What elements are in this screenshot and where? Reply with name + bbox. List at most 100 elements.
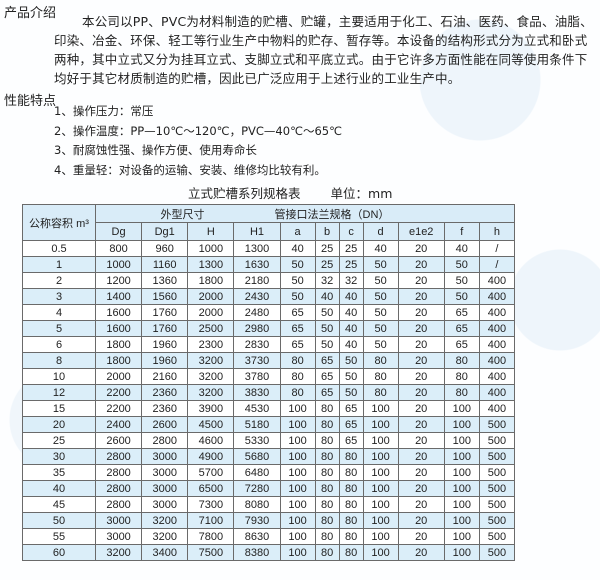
value-cell: 400	[478, 384, 516, 401]
value-cell: 50	[443, 256, 480, 273]
value-cell: 2980	[233, 320, 281, 337]
value-cell: 40	[338, 304, 364, 321]
capacity-cell: 1	[22, 256, 96, 273]
value-cell: 65	[443, 304, 480, 321]
capacity-cell: 25	[22, 432, 96, 449]
value-cell: 65	[279, 336, 316, 353]
table-row: 45 2800 3000 7300 8080 100 80 80 100 20 100 500	[22, 496, 516, 513]
value-cell: 100	[362, 416, 399, 433]
value-cell: 32	[338, 272, 364, 289]
value-cell: 20	[397, 528, 445, 545]
value-cell: 3000	[141, 448, 189, 465]
capacity-cell: 15	[22, 400, 96, 417]
value-cell: 20	[397, 368, 445, 385]
value-cell: 2800	[94, 448, 143, 465]
value-cell: 7280	[233, 480, 281, 497]
value-cell: 20	[397, 256, 445, 273]
value-cell: 2600	[141, 416, 189, 433]
table-row: 3 1400 1560 2000 2430 50 40 40 50 20 50 400	[22, 288, 516, 305]
features-list: 1、操作压力：常压 2、操作温度：PP—10℃～120℃，PVC—40℃～65℃…	[54, 102, 342, 180]
value-cell: 3730	[233, 352, 281, 369]
intro-heading: 产品介绍	[4, 6, 57, 21]
value-cell: 65	[338, 416, 364, 433]
value-cell: 5330	[233, 432, 281, 449]
value-cell: 400	[478, 304, 516, 321]
value-cell: 80	[314, 400, 340, 417]
value-cell: 80	[362, 368, 399, 385]
value-cell: 100	[362, 544, 399, 561]
value-cell: 20	[397, 320, 445, 337]
value-cell: 2430	[233, 288, 281, 305]
table-row: 6 1800 1960 2300 2830 65 50 40 50 20 65 400	[22, 336, 516, 353]
value-cell: 80	[314, 512, 340, 529]
capacity-cell: 5	[22, 320, 96, 337]
value-cell: 3400	[141, 544, 189, 561]
value-cell: 8380	[233, 544, 281, 561]
value-cell: 100	[443, 544, 480, 561]
value-cell: 80	[314, 544, 340, 561]
table-row: 12 2200 2360 3200 3830 80 65 50 80 20 80 400	[22, 384, 516, 401]
value-cell: 1960	[141, 336, 189, 353]
value-cell: 2160	[141, 368, 189, 385]
capacity-cell: 45	[22, 496, 96, 513]
value-cell: 960	[141, 240, 189, 257]
value-cell: 4500	[187, 416, 235, 433]
spec-table: 公称容积 m³ 外型尺寸 管接口法兰规格（DN） Dg Dg1 H H1 a b c d e1e2…	[22, 204, 516, 561]
capacity-cell: 30	[22, 448, 96, 465]
value-cell: 2480	[233, 304, 281, 321]
value-cell: 25	[314, 256, 340, 273]
value-cell: 100	[279, 480, 316, 497]
value-cell: 80	[338, 480, 364, 497]
table-row: 2 1200 1360 1800 2180 50 32 32 50 20 50 400	[22, 272, 516, 289]
value-cell: 2800	[94, 464, 143, 481]
value-cell: 50	[279, 288, 316, 305]
value-cell: 80	[338, 496, 364, 513]
value-cell: 500	[478, 464, 516, 481]
value-cell: 400	[478, 272, 516, 289]
value-cell: 20	[397, 432, 445, 449]
value-cell: 80	[314, 480, 340, 497]
value-cell: 100	[279, 544, 316, 561]
value-cell: 100	[362, 512, 399, 529]
value-cell: 3200	[187, 384, 235, 401]
value-cell: 65	[443, 320, 480, 337]
value-cell: 25	[314, 240, 340, 257]
value-cell: 800	[94, 240, 143, 257]
value-cell: 50	[279, 256, 316, 273]
table-row: 50 3000 3200 7100 7930 100 80 80 100 20 100 500	[22, 512, 516, 529]
value-cell: 100	[443, 480, 480, 497]
value-cell: 1300	[187, 256, 235, 273]
feature-item: 4、重量轻：对设备的运输、安装、维修均比较有利。	[54, 162, 326, 177]
table-row: 15 2200 2360 3900 4530 100 80 65 100 20 100 400	[22, 400, 516, 417]
value-cell: 1600	[94, 304, 143, 321]
value-cell: 500	[478, 528, 516, 545]
value-cell: 100	[362, 400, 399, 417]
value-cell: 20	[397, 480, 445, 497]
value-cell: 50	[279, 272, 316, 289]
table-row: 35 2800 3000 5700 6480 100 80 80 100 20 100 500	[22, 464, 516, 481]
value-cell: 50	[362, 304, 399, 321]
table-row: 1 1000 1160 1300 1630 50 25 25 50 20 50/	[22, 256, 516, 273]
value-cell: 40	[338, 320, 364, 337]
value-cell: 80	[279, 384, 316, 401]
value-cell: 100	[279, 432, 316, 449]
feature-item: 2、操作温度：PP—10℃～120℃，PVC—40℃～65℃	[54, 123, 343, 138]
value-cell: 6480	[233, 464, 281, 481]
value-cell: 20	[397, 288, 445, 305]
value-cell: 20	[397, 464, 445, 481]
value-cell: 50	[362, 320, 399, 337]
value-cell: 500	[478, 496, 516, 513]
value-cell: 65	[443, 336, 480, 353]
value-cell: 400	[478, 352, 516, 369]
value-cell: 100	[279, 416, 316, 433]
table-row: 40 2800 3000 6500 7280 100 80 80 100 20 100 500	[22, 480, 516, 497]
value-cell: 50	[362, 288, 399, 305]
value-cell: 50	[338, 384, 364, 401]
value-cell: 2180	[233, 272, 281, 289]
value-cell: 65	[314, 384, 340, 401]
value-cell: 80	[314, 464, 340, 481]
table-title: 立式贮槽系列规格表	[188, 186, 301, 201]
table-row: 25 2600 2800 4600 5330 100 80 65 100 20 100 500	[22, 432, 516, 449]
value-cell: 500	[478, 544, 516, 561]
value-cell: 2800	[141, 432, 189, 449]
